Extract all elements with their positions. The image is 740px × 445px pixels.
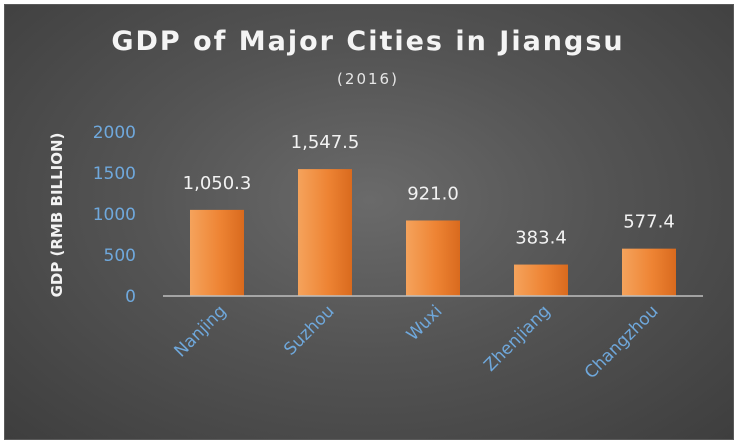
y-tick-label: 1500 <box>93 164 136 184</box>
bar-zhenjiang <box>514 264 568 296</box>
bar-wuxi <box>406 220 460 296</box>
y-tick-label: 0 <box>125 287 136 307</box>
x-tick-label: Zhenjiang <box>480 301 554 375</box>
bar-nanjing <box>190 209 244 296</box>
x-tick-label: Suzhou <box>280 301 338 359</box>
x-tick-label: Wuxi <box>403 301 447 345</box>
data-label: 577.4 <box>623 212 675 233</box>
bar-changzhou <box>622 248 676 296</box>
chart-subtitle: (2016) <box>337 70 399 88</box>
y-tick-label: 2000 <box>93 123 136 143</box>
data-label: 1,050.3 <box>183 173 252 194</box>
data-label: 383.4 <box>515 228 567 249</box>
data-label: 1,547.5 <box>291 132 360 153</box>
y-tick-label: 500 <box>104 246 136 266</box>
y-tick-label: 1000 <box>93 205 136 225</box>
data-label: 921.0 <box>407 183 459 204</box>
y-axis-label: GDP (RMB BILLION) <box>48 133 66 298</box>
bar-suzhou <box>298 169 352 296</box>
chart-title: GDP of Major Cities in Jiangsu <box>111 26 625 57</box>
x-tick-label: Changzhou <box>581 301 663 383</box>
chart-frame <box>4 4 734 440</box>
x-tick-label: Nanjing <box>170 301 230 361</box>
